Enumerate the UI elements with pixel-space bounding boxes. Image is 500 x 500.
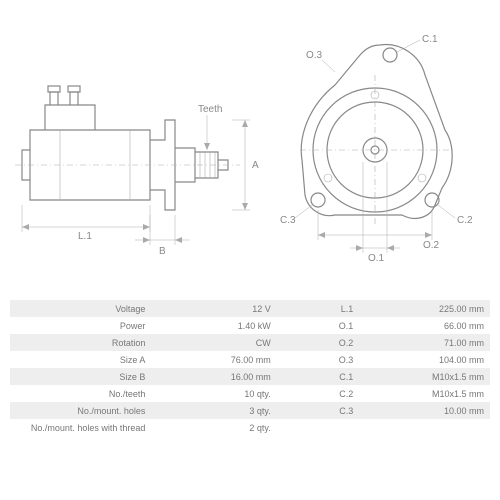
spec-value: 3 qty. bbox=[151, 402, 276, 419]
spec-label: O.3 bbox=[277, 351, 360, 368]
spec-value bbox=[359, 419, 490, 436]
dim-l1-label: L.1 bbox=[78, 231, 92, 242]
spec-value: 12 V bbox=[151, 300, 276, 317]
side-view: Teeth A B L bbox=[15, 86, 259, 257]
dim-o2-label: O.2 bbox=[423, 240, 440, 251]
spec-label: C.1 bbox=[277, 368, 360, 385]
spec-label: Size B bbox=[10, 368, 151, 385]
spec-row: Voltage12 VL.1225.00 mm bbox=[10, 300, 490, 317]
dim-c1-label: C.1 bbox=[422, 34, 438, 45]
dim-c2-label: C.2 bbox=[457, 215, 473, 226]
spec-value: M10x1.5 mm bbox=[359, 368, 490, 385]
spec-label: No./teeth bbox=[10, 385, 151, 402]
spec-value: 225.00 mm bbox=[359, 300, 490, 317]
spec-sheet: Teeth A B L bbox=[0, 0, 500, 500]
spec-label bbox=[277, 419, 360, 436]
spec-value: 16.00 mm bbox=[151, 368, 276, 385]
spec-row: Power1.40 kWO.166.00 mm bbox=[10, 317, 490, 334]
teeth-label: Teeth bbox=[198, 104, 222, 115]
spec-row: No./mount. holes3 qty.C.310.00 mm bbox=[10, 402, 490, 419]
dim-b-label: B bbox=[159, 246, 166, 257]
spec-value: M10x1.5 mm bbox=[359, 385, 490, 402]
spec-label: C.2 bbox=[277, 385, 360, 402]
spec-row: No./teeth10 qty.C.2M10x1.5 mm bbox=[10, 385, 490, 402]
spec-value: CW bbox=[151, 334, 276, 351]
spec-label: Voltage bbox=[10, 300, 151, 317]
spec-table: Voltage12 VL.1225.00 mmPower1.40 kWO.166… bbox=[10, 300, 490, 436]
spec-label: C.3 bbox=[277, 402, 360, 419]
spec-row: Size B16.00 mmC.1M10x1.5 mm bbox=[10, 368, 490, 385]
spec-label: O.2 bbox=[277, 334, 360, 351]
spec-label: No./mount. holes with thread bbox=[10, 419, 151, 436]
technical-drawing-area: Teeth A B L bbox=[0, 0, 500, 280]
spec-row: RotationCWO.271.00 mm bbox=[10, 334, 490, 351]
dim-c3-label: C.3 bbox=[280, 215, 296, 226]
technical-drawing-svg: Teeth A B L bbox=[0, 0, 500, 290]
spec-value: 76.00 mm bbox=[151, 351, 276, 368]
spec-label: Power bbox=[10, 317, 151, 334]
spec-row: Size A76.00 mmO.3104.00 mm bbox=[10, 351, 490, 368]
spec-value: 66.00 mm bbox=[359, 317, 490, 334]
spec-value: 2 qty. bbox=[151, 419, 276, 436]
spec-value: 104.00 mm bbox=[359, 351, 490, 368]
front-view: O.3 O.1 O.2 C.1 C.2 bbox=[280, 34, 473, 264]
spec-label: O.1 bbox=[277, 317, 360, 334]
spec-value: 1.40 kW bbox=[151, 317, 276, 334]
spec-row: No./mount. holes with thread2 qty. bbox=[10, 419, 490, 436]
spec-label: No./mount. holes bbox=[10, 402, 151, 419]
spec-value: 10.00 mm bbox=[359, 402, 490, 419]
spec-label: Rotation bbox=[10, 334, 151, 351]
spec-label: L.1 bbox=[277, 300, 360, 317]
dim-o1-label: O.1 bbox=[368, 253, 385, 264]
spec-value: 10 qty. bbox=[151, 385, 276, 402]
spec-label: Size A bbox=[10, 351, 151, 368]
dim-a-label: A bbox=[252, 160, 259, 171]
spec-value: 71.00 mm bbox=[359, 334, 490, 351]
dim-o3-label: O.3 bbox=[306, 50, 323, 61]
